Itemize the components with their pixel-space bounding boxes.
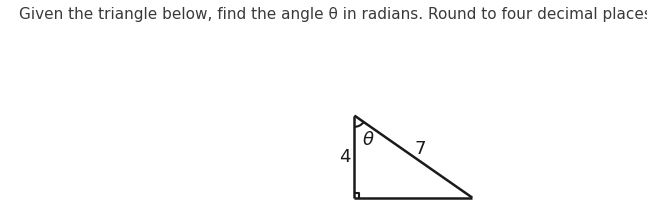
Text: 4: 4	[339, 148, 351, 166]
Text: 7: 7	[415, 140, 426, 158]
Text: θ: θ	[363, 131, 374, 149]
Text: Given the triangle below, find the angle θ in radians. Round to four decimal pla: Given the triangle below, find the angle…	[19, 7, 647, 22]
